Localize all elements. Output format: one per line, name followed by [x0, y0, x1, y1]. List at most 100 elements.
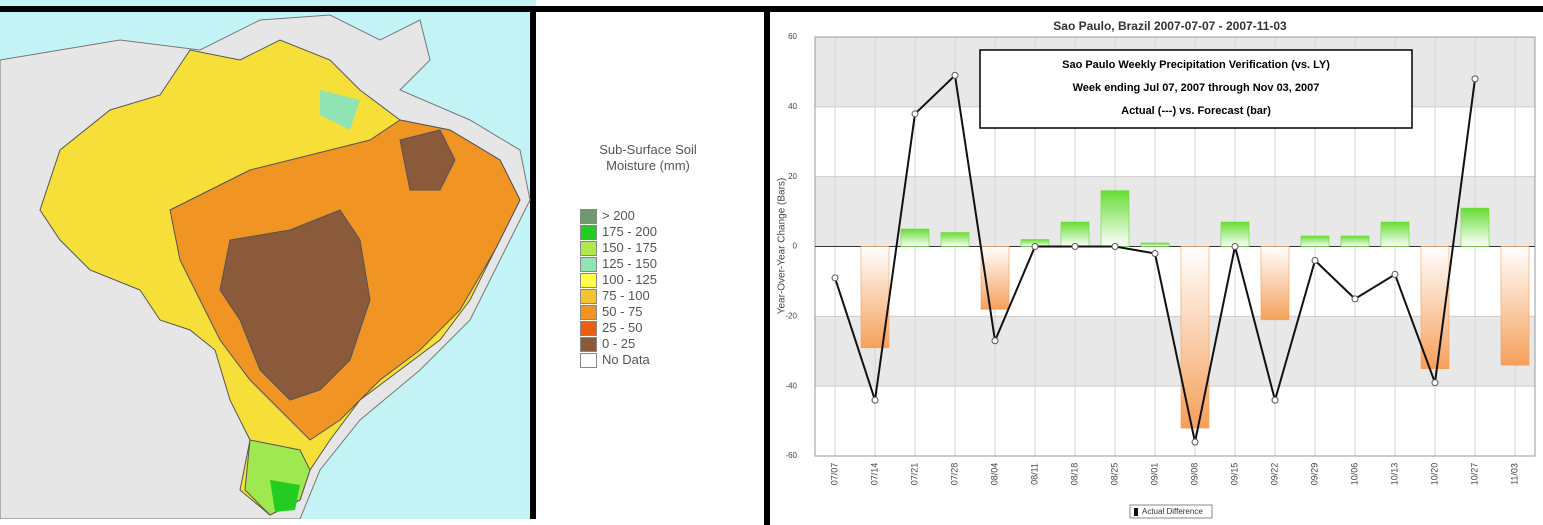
legend-label: 125 - 150 — [602, 256, 657, 271]
legend-item: 25 - 50 — [580, 320, 643, 337]
x-tick-label: 09/08 — [1189, 463, 1199, 486]
bar — [1140, 242, 1170, 247]
point — [1151, 249, 1159, 257]
x-tick-label: 09/22 — [1269, 463, 1279, 486]
legend-swatch — [1134, 508, 1138, 516]
bar — [1500, 246, 1530, 366]
point — [951, 71, 959, 79]
map — [0, 0, 536, 519]
x-tick-label: 10/06 — [1349, 463, 1359, 486]
point — [911, 110, 919, 118]
legend-item: 50 - 75 — [580, 304, 643, 321]
bar — [1460, 207, 1490, 247]
point — [1351, 295, 1359, 303]
point — [871, 396, 879, 404]
y-tick-label: 60 — [788, 32, 797, 41]
point — [1071, 243, 1079, 250]
bar — [1100, 190, 1130, 247]
legend-swatch — [580, 257, 597, 273]
legend-panel: Sub-Surface Soil Moisture (mm) > 200 175 … — [536, 6, 770, 525]
legend-item: 175 - 200 — [580, 224, 657, 241]
x-tick-label: 08/04 — [989, 463, 999, 486]
y-axis-label: Year-Over-Year Change (Bars) — [777, 178, 788, 315]
point — [1271, 396, 1279, 404]
legend-item: > 200 — [580, 208, 635, 225]
bar — [1340, 235, 1370, 247]
bar — [1380, 221, 1410, 247]
annotation-line: Sao Paulo Weekly Precipitation Verificat… — [1062, 59, 1330, 71]
point — [1391, 270, 1399, 278]
legend-label: 50 - 75 — [602, 304, 643, 319]
legend-item: No Data — [580, 352, 650, 369]
legend-label: Actual Difference — [1142, 507, 1203, 516]
legend-label: No Data — [602, 352, 650, 367]
legend-box — [1129, 504, 1213, 519]
legend-label: 25 - 50 — [602, 320, 643, 335]
x-tick-label: 11/03 — [1509, 463, 1519, 485]
x-tick-label: 07/07 — [829, 463, 839, 486]
bar — [1260, 246, 1290, 321]
y-tick-label: 0 — [793, 242, 798, 251]
bar — [1060, 221, 1090, 247]
x-tick-label: 10/27 — [1469, 463, 1479, 486]
x-tick-label: 10/13 — [1389, 463, 1399, 486]
x-tick-label: 08/11 — [1029, 463, 1039, 485]
legend-title: Sub-Surface Soil Moisture (mm) — [599, 142, 697, 173]
x-tick-label: 07/21 — [909, 463, 919, 486]
legend-swatch — [580, 353, 597, 369]
y-tick-label: -40 — [785, 381, 797, 390]
legend-item: 125 - 150 — [580, 256, 657, 273]
point — [991, 337, 999, 345]
x-tick-label: 07/14 — [869, 463, 879, 486]
legend-swatch — [580, 273, 597, 289]
legend-swatch — [580, 225, 597, 241]
x-tick-label: 07/28 — [949, 463, 959, 486]
chart-title: Sao Paulo, Brazil 2007-07-07 - 2007-11-0… — [1053, 19, 1287, 33]
legend-swatch — [580, 321, 597, 337]
point — [1191, 438, 1199, 446]
y-tick-label: 20 — [788, 172, 797, 181]
legend-label: 175 - 200 — [602, 224, 657, 239]
annotation-box — [979, 49, 1413, 129]
x-tick-label: 08/25 — [1109, 463, 1119, 486]
legend-label: 150 - 175 — [602, 240, 657, 255]
point — [1031, 243, 1039, 250]
point — [1431, 379, 1439, 387]
x-tick-label: 08/18 — [1069, 463, 1079, 486]
grid-band — [815, 176, 1535, 247]
bar — [1180, 246, 1210, 429]
x-tick-label: 09/01 — [1149, 463, 1159, 486]
legend-label: > 200 — [602, 208, 635, 223]
legend-item: 150 - 175 — [580, 240, 657, 257]
point — [1111, 243, 1119, 250]
annotation-line: Actual (---) vs. Forecast (bar) — [1121, 105, 1271, 117]
chart: Sao Paulo, Brazil 2007-07-07 - 2007-11-0… — [770, 6, 1543, 519]
point — [831, 274, 839, 282]
x-tick-label: 09/29 — [1309, 463, 1319, 486]
bar — [1300, 235, 1330, 247]
point — [1311, 256, 1319, 264]
legend-swatch — [580, 305, 597, 321]
legend-item: 75 - 100 — [580, 288, 650, 305]
x-tick-label: 10/20 — [1429, 463, 1439, 486]
legend-swatch — [580, 241, 597, 257]
point — [1471, 75, 1479, 83]
bar — [1220, 221, 1250, 247]
point — [1231, 243, 1239, 250]
legend-item: 100 - 125 — [580, 272, 657, 289]
legend-swatch — [580, 209, 597, 225]
legend-label: 75 - 100 — [602, 288, 650, 303]
legend-swatch — [580, 289, 597, 305]
legend-label: 100 - 125 — [602, 272, 657, 287]
bar — [940, 232, 970, 247]
x-tick-label: 09/15 — [1229, 463, 1239, 486]
annotation-line: Week ending Jul 07, 2007 through Nov 03,… — [1073, 82, 1320, 94]
legend-label: 0 - 25 — [602, 336, 636, 351]
y-tick-label: 40 — [788, 102, 797, 111]
y-tick-label: -20 — [785, 311, 797, 320]
bar — [900, 228, 930, 247]
y-tick-label: -60 — [785, 451, 797, 460]
legend-item: 0 - 25 — [580, 336, 636, 353]
legend-swatch — [580, 337, 597, 353]
